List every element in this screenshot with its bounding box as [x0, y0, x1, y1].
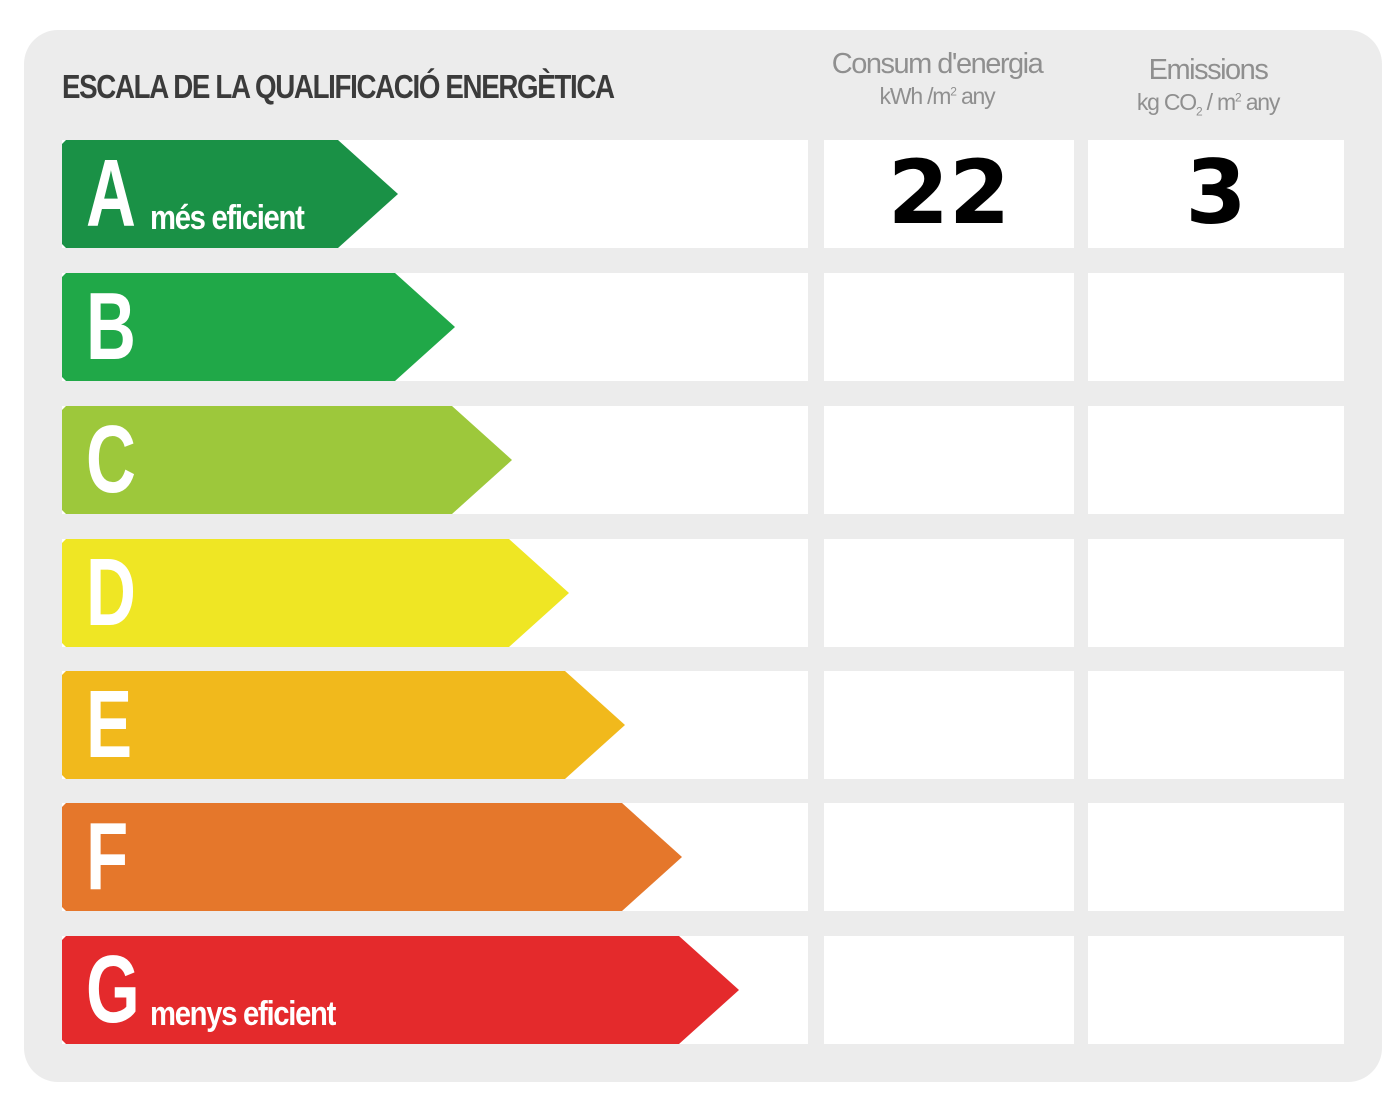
rating-arrow-b: B [62, 273, 455, 381]
emissions-value-cell-b [1088, 273, 1344, 381]
energy-value-cell-b [824, 273, 1074, 381]
emissions-value-cell-a: 3 [1088, 140, 1344, 248]
rating-letter: C [86, 406, 136, 513]
energy-header-unit: kWh /m2 any [879, 83, 996, 110]
rating-arrow-c: C [62, 406, 512, 514]
rating-arrow-e: E [62, 671, 625, 779]
rating-letter: D [86, 539, 136, 646]
emissions-value-cell-f [1088, 803, 1344, 911]
energy-value-cell-d [824, 539, 1074, 647]
rating-arrow-d: D [62, 539, 569, 647]
emissions-value-cell-c [1088, 406, 1344, 514]
energy-value-cell-f [824, 803, 1074, 911]
energy-value-cell-g [824, 936, 1074, 1044]
energy-value-cell-a: 22 [824, 140, 1074, 248]
emissions-value-cell-e [1088, 671, 1344, 779]
rating-arrow-g: G menys eficient [62, 936, 739, 1044]
rating-arrow-f: F [62, 803, 682, 911]
rating-letter: G [86, 936, 140, 1043]
emissions-header: Emissions kg CO2 / m2 any [1088, 52, 1328, 120]
emissions-header-unit: kg CO2 / m2 any [1136, 89, 1281, 119]
label-title: ESCALA DE LA QUALIFICACIÓ ENERGÈTICA [62, 68, 615, 105]
energy-consumption-header: Consum d'energia kWh /m2 any [822, 46, 1052, 111]
rating-arrow-a: A més eficient [62, 140, 398, 248]
rating-caption: menys eficient [150, 995, 336, 1033]
rating-letter: F [86, 803, 129, 910]
rating-letter: E [86, 671, 133, 778]
emissions-value-cell-d [1088, 539, 1344, 647]
rating-letter: B [86, 273, 136, 380]
energy-value-cell-e [824, 671, 1074, 779]
energy-value-cell-c [824, 406, 1074, 514]
emissions-value-cell-g [1088, 936, 1344, 1044]
emissions-header-label: Emissions [1148, 54, 1269, 86]
rating-letter: A [86, 140, 136, 247]
rating-caption: més eficient [150, 199, 304, 237]
energy-header-label: Consum d'energia [831, 48, 1044, 80]
